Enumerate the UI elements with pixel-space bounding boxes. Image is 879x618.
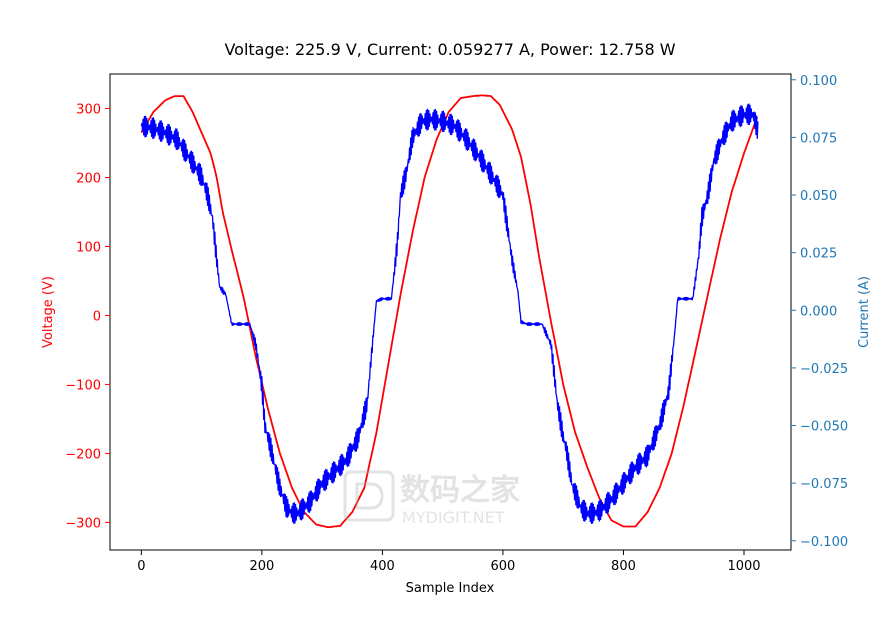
right-y-tick-label: 0.050 <box>800 189 837 204</box>
x-tick-label: 1000 <box>727 559 760 574</box>
right-y-tick-label: −0.050 <box>800 420 848 435</box>
right-y-tick-label: 0.100 <box>800 74 837 89</box>
left-y-tick-label: 0 <box>93 309 101 324</box>
x-tick-label: 400 <box>370 559 395 574</box>
x-tick-label: 0 <box>137 559 145 574</box>
left-y-tick-label: −100 <box>65 378 101 393</box>
left-y-axis-ticks: 300 200 100 0 −100 −200 −300 <box>65 102 110 531</box>
watermark-en-text: MYDIGIT.NET <box>402 508 505 527</box>
x-axis-ticks: 0 200 400 600 800 1000 <box>137 550 761 574</box>
chart-title: Voltage: 225.9 V, Current: 0.059277 A, P… <box>224 40 675 59</box>
series-layer <box>140 94 759 529</box>
right-y-tick-label: 0.075 <box>800 131 837 146</box>
x-tick-label: 800 <box>611 559 636 574</box>
right-y-axis-label: Current (A) <box>857 276 872 348</box>
x-axis-label: Sample Index <box>406 581 495 596</box>
right-y-tick-label: −0.100 <box>800 535 848 550</box>
left-y-tick-label: 300 <box>76 102 101 117</box>
plot-area-frame <box>109 73 792 551</box>
left-y-tick-label: −200 <box>65 447 101 462</box>
left-y-tick-label: 200 <box>76 171 101 186</box>
right-y-tick-label: −0.075 <box>800 477 848 492</box>
right-y-axis-ticks: 0.100 0.075 0.050 0.025 0.000 −0.025 −0.050 −0.… <box>791 74 848 550</box>
x-tick-label: 600 <box>491 559 516 574</box>
right-y-tick-label: 0.025 <box>800 247 837 262</box>
watermark-cn-text: 数码之家 <box>400 473 520 508</box>
current-series-line <box>140 103 759 525</box>
left-y-axis-label: Voltage (V) <box>41 276 56 348</box>
right-y-tick-label: 0.000 <box>800 304 837 319</box>
left-y-tick-label: 100 <box>76 240 101 255</box>
x-tick-label: 200 <box>249 559 274 574</box>
left-y-tick-label: −300 <box>65 516 101 531</box>
right-y-tick-label: −0.025 <box>800 362 848 377</box>
voltage-series-line <box>140 94 759 529</box>
watermark-logo-icon <box>343 470 395 522</box>
watermark: 数码之家 MYDIGIT.NET <box>343 470 520 527</box>
